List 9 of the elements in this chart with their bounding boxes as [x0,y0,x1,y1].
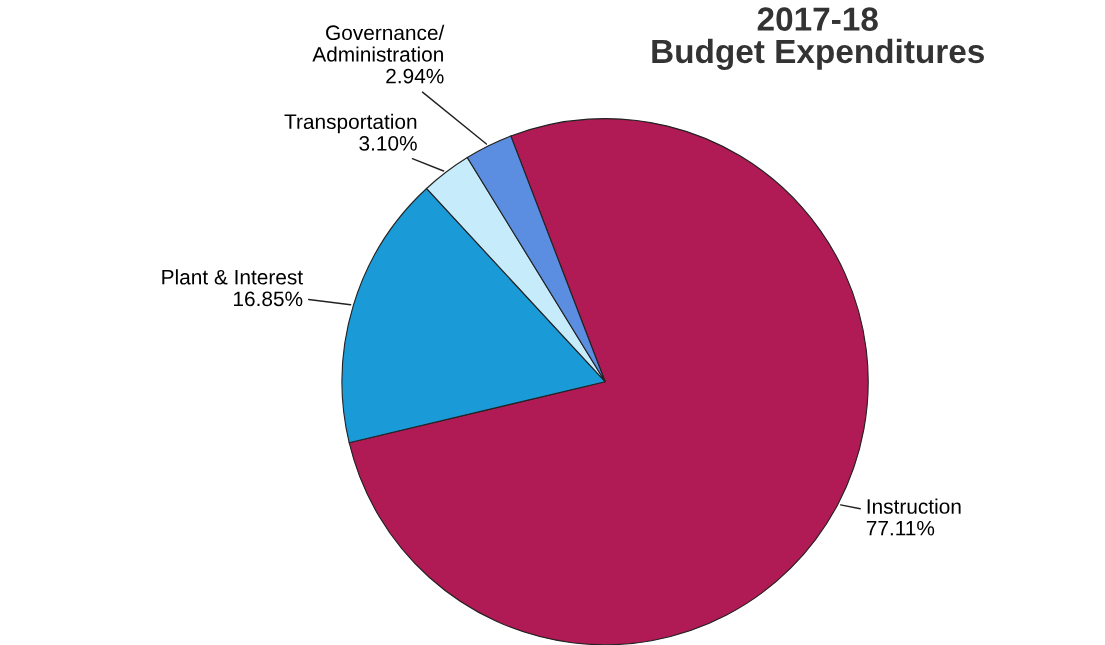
chart-title: 2017-18 Budget Expenditures [652,7,984,70]
data-label: 77.11% [866,520,935,536]
data-label: 16.85% [234,291,303,307]
slice-label: Instruction [867,498,961,514]
slice-label: Transportation [284,113,417,134]
data-label: 2.94% [386,68,444,84]
data-label: 3.10% [359,135,417,151]
slice-label: Governance/ Administration [312,24,445,62]
slice-label: Plant & Interest [162,269,303,285]
